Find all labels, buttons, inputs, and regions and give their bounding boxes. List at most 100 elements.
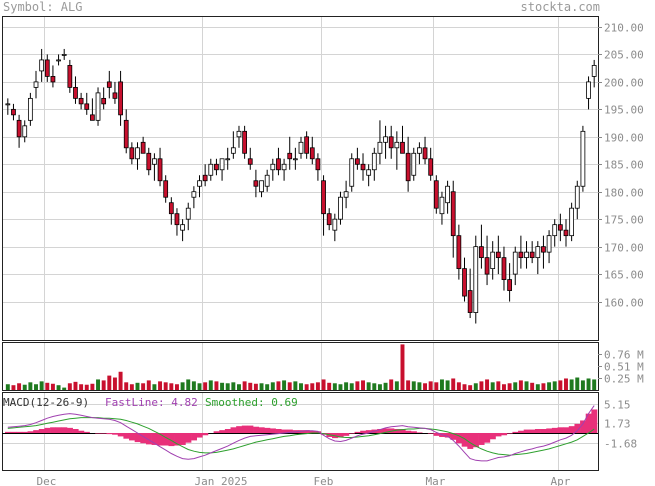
candle-body (50, 76, 56, 83)
macd-histogram-bar (388, 428, 395, 433)
volume-bar (332, 383, 337, 390)
volume-bar (50, 383, 55, 390)
volume-bar (541, 383, 546, 390)
candle-body (168, 202, 174, 215)
candle-body (112, 92, 118, 99)
candle-body (185, 207, 191, 220)
macd-histogram-bar (410, 431, 417, 433)
volume-bar (327, 382, 332, 390)
macd-histogram-bar (202, 432, 209, 436)
macd-fastline-label: FastLine: 4.82 (105, 396, 198, 409)
macd-histogram-bar (529, 429, 536, 433)
macd-histogram-bar (61, 427, 68, 433)
macd-histogram-bar (253, 426, 260, 433)
macd-histogram-bar (315, 431, 322, 433)
macd-histogram-bar (27, 431, 34, 433)
candle-body (287, 152, 293, 160)
candle-body (433, 180, 439, 209)
macd-histogram-bar (191, 432, 197, 441)
macd-histogram-bar (377, 429, 384, 433)
macd-smoothed-label: Smoothed: 0.69 (205, 396, 298, 409)
macd-tick-label: 1.73 (604, 418, 631, 431)
macd-histogram-bar (563, 427, 570, 433)
volume-bar (315, 382, 320, 390)
candle-body (552, 224, 558, 237)
macd-tick-label: -1.68 (604, 438, 637, 451)
macd-histogram-bar (33, 430, 40, 433)
macd-histogram-bar (467, 432, 474, 449)
macd-histogram-bar (134, 432, 141, 443)
volume-bar (62, 387, 67, 390)
price-tick-label: 205.00 (604, 49, 644, 62)
macd-histogram-bar (484, 432, 491, 443)
price-tick-label: 200.00 (604, 77, 644, 90)
volume-bar (186, 379, 191, 390)
candle-body (281, 163, 287, 171)
macd-histogram-bar (495, 432, 502, 437)
macd-histogram-bar (546, 428, 553, 433)
candle-body (456, 235, 462, 270)
macd-histogram-bar (123, 432, 130, 439)
macd-histogram-bar (433, 432, 440, 436)
macd-histogram-bar (450, 432, 457, 440)
candle-body (586, 81, 591, 99)
candle-body (388, 136, 394, 149)
macd-histogram-bar (360, 430, 367, 433)
candle-body (304, 136, 310, 154)
volume-bar (259, 383, 264, 390)
macd-histogram-bar (78, 430, 85, 433)
volume-bar (575, 377, 580, 390)
macd-histogram-bar (157, 432, 164, 446)
macd-histogram-bar (585, 413, 592, 433)
volume-bar (276, 381, 281, 390)
macd-histogram-bar (185, 432, 192, 443)
candle-body (247, 158, 253, 165)
macd-histogram-bar (394, 429, 400, 433)
macd-fast-line (7, 405, 595, 462)
candle-body (445, 185, 450, 204)
macd-histogram-bar (213, 431, 220, 433)
volume-bars (5, 344, 597, 390)
macd-histogram-bar (44, 427, 51, 433)
candle-body (355, 158, 360, 165)
macd-histogram-bar (456, 432, 462, 444)
macd-histogram-bar (444, 432, 451, 438)
macd-histogram-bar (55, 427, 62, 433)
volume-bar (214, 381, 219, 390)
x-tick-label: Feb (314, 475, 334, 486)
macd-histogram-bar (269, 428, 276, 433)
price-tick-label: 210.00 (604, 22, 644, 35)
candle-body (214, 163, 219, 171)
macd-histogram-bar (50, 427, 57, 433)
volume-bar (158, 381, 163, 390)
macd-histogram-bar (427, 432, 434, 434)
macd-histogram-bar (16, 431, 23, 433)
volume-bar (361, 380, 365, 390)
volume-bar (180, 382, 185, 390)
macd-histogram-bar (241, 425, 248, 433)
candle-body (360, 163, 366, 171)
macd-histogram-bar (230, 427, 237, 433)
candle-body (73, 86, 78, 99)
site-link[interactable]: stockta.com (520, 0, 600, 14)
macd-histogram-bar (540, 429, 547, 433)
volume-bar (129, 384, 134, 390)
volume-bar (349, 383, 354, 390)
candle-body (473, 246, 479, 313)
volume-bar (96, 379, 101, 390)
price-candles (5, 48, 597, 324)
candle-body (321, 180, 326, 215)
macd-histogram-bar (551, 427, 558, 433)
volume-bar (445, 380, 450, 390)
macd-histogram-bar (224, 429, 231, 433)
macd-histogram-bar (478, 432, 485, 445)
volume-bar (34, 384, 38, 390)
volume-bar (152, 384, 157, 390)
macd-histogram-bar (534, 429, 541, 433)
volume-bar (580, 380, 585, 390)
candle-body (383, 136, 388, 143)
volume-bar (321, 379, 326, 390)
macd-histogram-bar (179, 432, 186, 445)
volume-bar (338, 384, 343, 390)
